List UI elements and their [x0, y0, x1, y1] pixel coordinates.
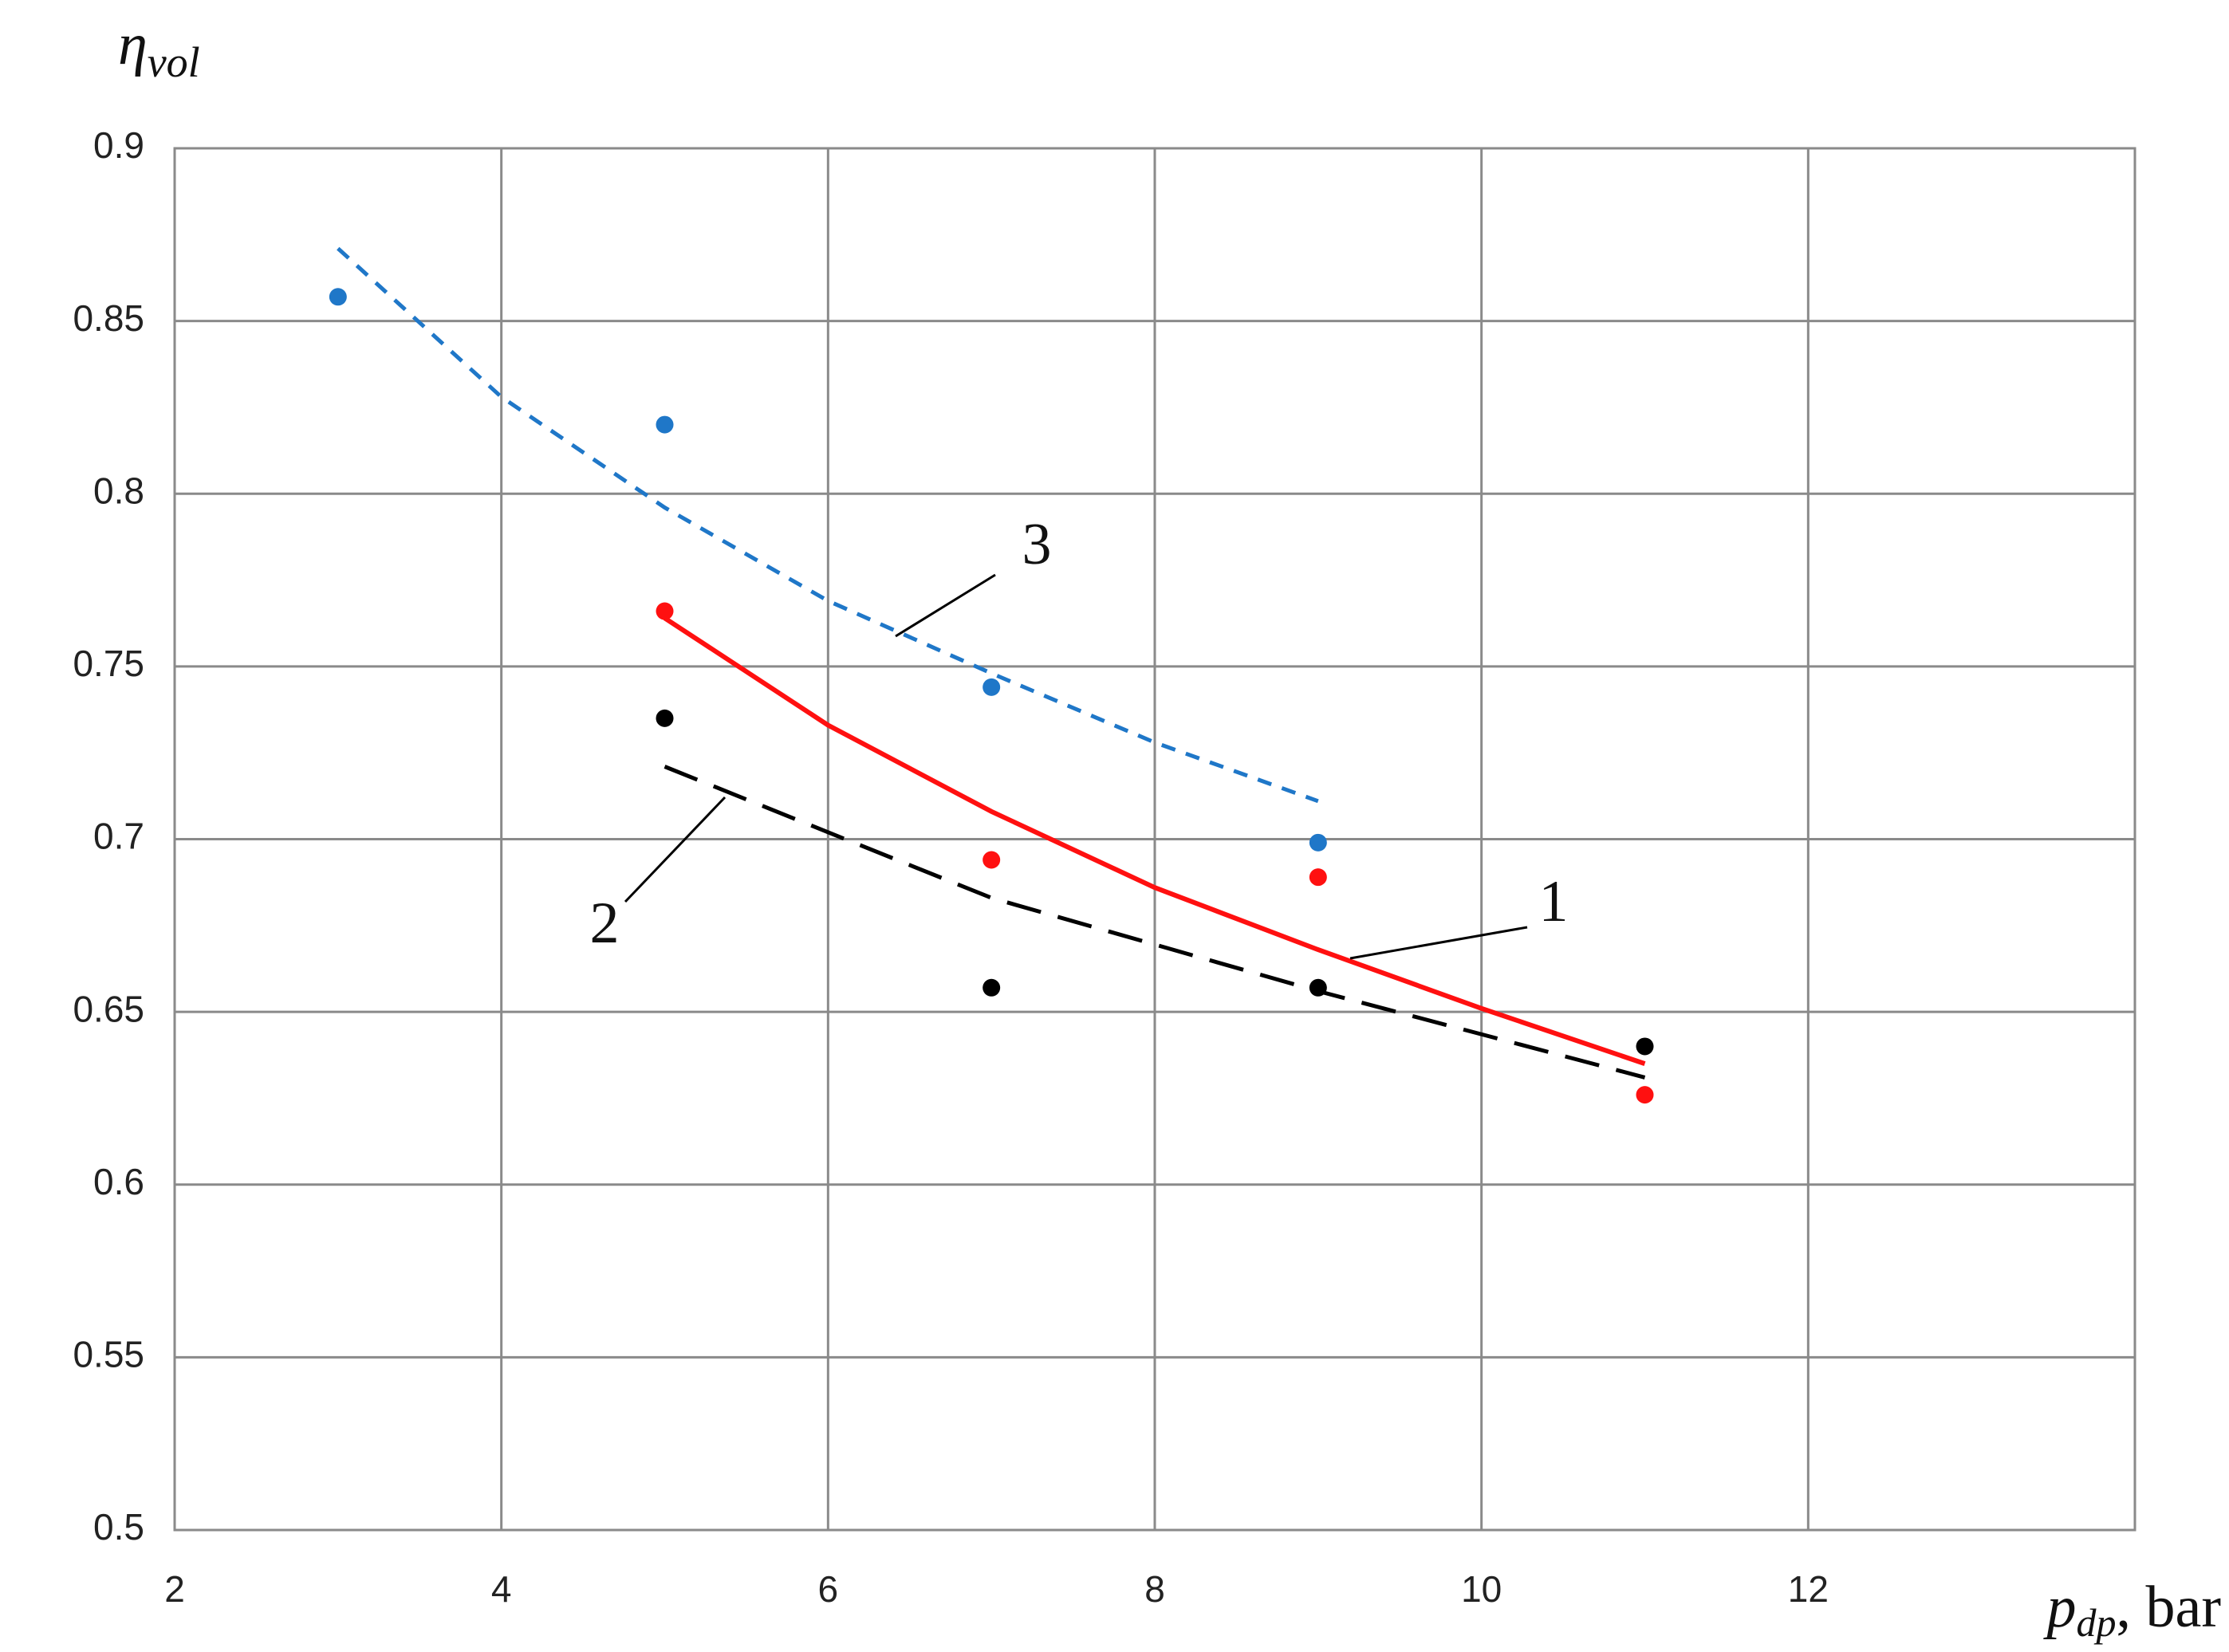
y-tick-label: 0.7 [93, 816, 144, 857]
data-point [983, 978, 1001, 997]
trend-label: 3 [1022, 512, 1052, 577]
data-point [1636, 1037, 1654, 1056]
y-axis-symbol: η [118, 12, 148, 77]
y-tick-label: 0.5 [93, 1506, 144, 1548]
x-axis-suffix: , bar [2117, 1575, 2222, 1640]
x-tick-label: 8 [1144, 1568, 1165, 1610]
y-axis-label: ηvol [118, 12, 200, 86]
y-tick-label: 0.75 [73, 643, 144, 684]
x-tick-label: 4 [491, 1568, 512, 1610]
leader-line [1349, 926, 1528, 960]
plot-frame [173, 147, 2136, 1532]
x-tick-label: 12 [1788, 1568, 1829, 1610]
data-point [983, 851, 1001, 869]
data-point [656, 415, 674, 434]
y-tick-label: 0.9 [93, 124, 144, 166]
data-point [329, 288, 347, 306]
x-tick-label: 2 [164, 1568, 185, 1610]
data-point [656, 602, 674, 620]
x-axis-subscript: dp [2077, 1600, 2117, 1645]
trend-label: 1 [1539, 869, 1569, 934]
trend-line [664, 765, 1646, 1080]
leader-line [895, 573, 996, 638]
y-tick-label: 0.8 [93, 470, 144, 511]
y-tick-label: 0.65 [73, 988, 144, 1029]
data-point [1309, 868, 1327, 887]
y-axis-subscript: vol [148, 38, 200, 86]
x-axis-symbol: p [2043, 1575, 2077, 1640]
leader-line [624, 796, 727, 903]
y-tick-label: 0.6 [93, 1161, 144, 1202]
y-tick-label: 0.85 [73, 297, 144, 339]
data-point [1309, 978, 1327, 997]
y-tick-label: 0.55 [73, 1334, 144, 1375]
trend-line [663, 616, 1646, 1066]
data-point [983, 678, 1001, 696]
data-point [1309, 833, 1327, 852]
trend-label: 2 [590, 891, 620, 956]
data-point [656, 709, 674, 727]
x-tick-label: 6 [818, 1568, 839, 1610]
data-point [1636, 1086, 1654, 1104]
x-tick-label: 10 [1461, 1568, 1502, 1610]
x-axis-label: pdp, bar [2043, 1575, 2222, 1645]
